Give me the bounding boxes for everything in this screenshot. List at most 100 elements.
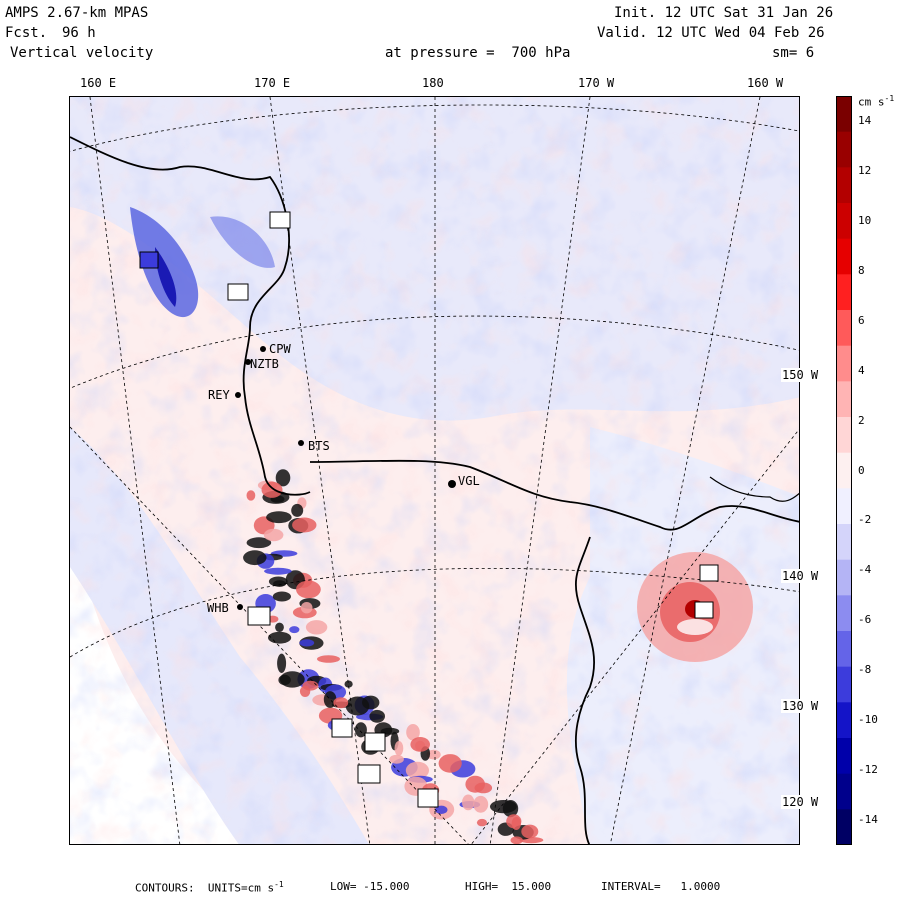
mountain-wave-cell xyxy=(354,722,367,738)
footer-interval: INTERVAL= 1.0000 xyxy=(601,880,721,893)
colorbar-swatch xyxy=(836,381,852,418)
extrema-box-9 xyxy=(694,601,714,619)
model-title: AMPS 2.67-km MPAS xyxy=(5,5,149,21)
graticule-latitude-2 xyxy=(70,315,799,389)
mountain-wave-cell xyxy=(263,528,284,542)
mountain-wave-cell xyxy=(473,795,489,813)
colorbar-tick-label: 4 xyxy=(858,363,865,377)
mountain-wave-cell xyxy=(369,709,386,723)
graticule xyxy=(70,97,799,844)
station-label-rey: REY xyxy=(208,388,230,402)
mountain-wave-cell xyxy=(278,674,291,686)
lat-label-120w: 120 W xyxy=(781,795,820,809)
mountain-wave-cell xyxy=(243,550,267,566)
extrema-box-3 xyxy=(227,283,249,301)
mountain-wave-cell xyxy=(510,836,523,844)
lon-label-160w: 160 W xyxy=(747,76,784,90)
colorbar-units-exponent: -1 xyxy=(884,94,895,103)
colorbar-swatch xyxy=(836,595,852,632)
mountain-wave-cell xyxy=(266,511,292,524)
mountain-wave-cell xyxy=(275,469,291,487)
mountain-wave-cell xyxy=(323,691,337,708)
mountain-wave-cell xyxy=(277,653,287,673)
mountain-wave-cell xyxy=(465,775,486,793)
mountain-wave-cell xyxy=(302,680,319,691)
graticule-latitude-3 xyxy=(70,567,799,658)
mountain-wave-cell xyxy=(502,800,519,818)
extrema-box-1 xyxy=(269,211,291,229)
colorbar-swatch xyxy=(836,167,852,204)
station-dot-whb xyxy=(237,604,243,610)
coastline-east xyxy=(574,536,596,844)
forecast-hours: 96 h xyxy=(62,25,96,41)
mountain-wave-cell xyxy=(344,680,353,688)
pressure-level: at pressure = 700 hPa xyxy=(385,45,571,61)
field-name: Vertical velocity xyxy=(10,45,154,61)
mountain-wave-cell xyxy=(261,481,283,498)
station-label-whb: WHB xyxy=(207,601,229,615)
forecast-label: Fcst. xyxy=(5,25,48,41)
mountain-wave-cell xyxy=(521,824,539,839)
colorbar-swatch xyxy=(836,809,852,845)
colorbar-swatch xyxy=(836,559,852,596)
mountain-wave-cell xyxy=(438,754,462,773)
colorbar-swatch xyxy=(836,238,852,275)
mountain-wave-cell xyxy=(389,754,404,764)
station-label-vgl: VGL xyxy=(458,474,480,488)
mountain-wave-cell xyxy=(476,818,488,827)
extrema-box-5 xyxy=(331,718,353,738)
lon-label-170w: 170 W xyxy=(578,76,615,90)
footer-units-exponent: -1 xyxy=(274,880,284,889)
colorbar-swatch xyxy=(836,203,852,240)
mountain-wave-cell xyxy=(289,626,300,634)
lon-label-170e: 170 E xyxy=(254,76,291,90)
mountain-wave-cell xyxy=(462,794,475,811)
station-label-cpw: CPW xyxy=(269,342,291,356)
north-downdraft-patch xyxy=(210,216,275,268)
colorbar-tick-label: -2 xyxy=(858,513,872,527)
extrema-box-2 xyxy=(139,251,159,269)
station-dot-rey xyxy=(235,392,241,398)
mountain-wave-cell xyxy=(435,805,448,814)
lon-label-180: 180 xyxy=(422,76,444,90)
ross-ice-shelf-edge xyxy=(309,459,799,531)
station-label-nztb: NZTB xyxy=(250,357,279,371)
mountain-wave-cell xyxy=(264,567,292,575)
mountain-wave-cell xyxy=(299,639,315,647)
colorbar-swatch xyxy=(836,524,852,561)
mountain-wave-cell xyxy=(394,741,404,756)
extrema-box-8 xyxy=(417,788,439,808)
smoothing-value: sm= 6 xyxy=(772,45,815,61)
mountain-wave-cell xyxy=(275,622,284,632)
colorbar-tick-label: 0 xyxy=(858,463,865,477)
colorbar-tick-label: 6 xyxy=(858,313,865,327)
mountain-wave-cell xyxy=(292,517,317,533)
mountain-wave-cell xyxy=(410,737,431,752)
graticule-latitude-1 xyxy=(70,104,799,152)
colorbar-tick-label: 10 xyxy=(858,213,872,227)
valid-time: Valid. 12 UTC Wed 04 Feb 26 xyxy=(597,25,825,41)
coastline-islands xyxy=(709,476,799,502)
colorbar-swatch xyxy=(836,488,852,525)
colorbar-swatch xyxy=(836,666,852,703)
footer-low: LOW= -15.000 xyxy=(330,880,410,893)
map-panel: CPW NZTB REY BTS VGL WHB xyxy=(69,96,800,845)
colorbar-tick-label: -14 xyxy=(858,813,878,826)
extrema-box-7 xyxy=(357,764,381,784)
station-dot-cpw xyxy=(260,346,266,352)
colorbar-swatch xyxy=(836,773,852,810)
extrema-box-6 xyxy=(364,732,386,752)
graticule-diagonal-2 xyxy=(471,428,799,844)
colorbar-tick-label: 2 xyxy=(858,413,865,427)
colorbar-swatch xyxy=(836,131,852,168)
lat-label-140w: 140 W xyxy=(781,569,820,583)
colorbar-swatch xyxy=(836,702,852,739)
colorbar-swatch xyxy=(836,631,852,668)
mountain-wave-cell xyxy=(246,537,272,549)
colorbar-tick-label: 14 xyxy=(858,114,872,127)
station-dot-vgl xyxy=(448,480,456,488)
extrema-box-4 xyxy=(247,606,271,626)
footer-prefix: CONTOURS: UNITS=cm s xyxy=(135,881,275,895)
colorbar-swatch xyxy=(836,310,852,347)
graticule-meridian-5 xyxy=(609,97,761,844)
